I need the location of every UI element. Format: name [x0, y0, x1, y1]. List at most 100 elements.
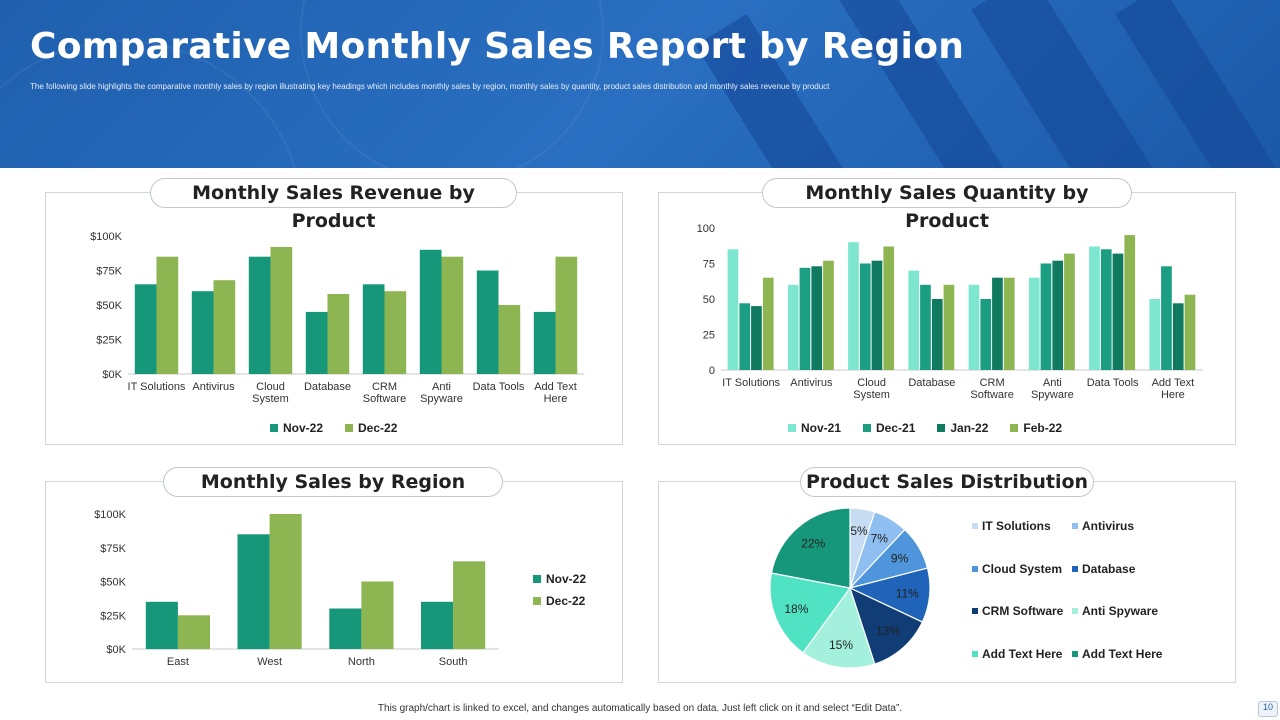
y-tick-label: $0K	[102, 369, 122, 381]
bar-nov-22-database[interactable]	[305, 311, 328, 374]
bar-nov-22-add-text-here[interactable]	[533, 311, 556, 374]
bar-nov-22-north[interactable]	[329, 608, 362, 650]
bar-nov-21-antivirus[interactable]	[787, 284, 799, 370]
legend-label: Jan-22	[950, 421, 989, 435]
x-tick-label-line: North	[348, 656, 375, 668]
legend-item[interactable]: Cloud System	[972, 562, 1062, 576]
bar-dec-21-add-text-here[interactable]	[1161, 266, 1172, 370]
legend-item[interactable]: Nov-21	[788, 421, 841, 435]
x-tick-label: Anti Spyware	[420, 381, 463, 405]
bar-dec-22-add-text-here[interactable]	[555, 256, 578, 374]
bar-nov-22-crm-software[interactable]	[362, 284, 385, 374]
distribution-pie-chart[interactable]: 5%7%9% 11% 13% 15% 18% 22%	[762, 500, 938, 676]
pie-data-label: 22%	[801, 537, 825, 551]
footer-note: This graph/chart is linked to excel, and…	[377, 703, 903, 714]
legend-label: Cloud System	[982, 561, 1063, 576]
legend-swatch	[533, 597, 541, 605]
x-tick-label: IT Solutions	[128, 381, 186, 393]
legend-item[interactable]: Dec-22	[533, 594, 586, 608]
bar-feb-22-crm-software[interactable]	[1003, 277, 1015, 370]
bar-dec-22-antivirus[interactable]	[213, 280, 236, 374]
bar-nov-21-crm-software[interactable]	[968, 284, 980, 370]
legend-item[interactable]: CRM Software	[972, 604, 1063, 618]
bar-jan-22-it-solutions[interactable]	[751, 306, 762, 370]
bar-dec-21-it-solutions[interactable]	[739, 303, 751, 370]
bar-feb-22-cloud-system[interactable]	[883, 246, 895, 371]
bar-feb-22-antivirus[interactable]	[823, 260, 834, 370]
bar-nov-21-add-text-here[interactable]	[1149, 299, 1161, 370]
bar-nov-22-cloud-system[interactable]	[248, 256, 271, 374]
bar-nov-22-south[interactable]	[421, 601, 454, 650]
bar-nov-22-data-tools[interactable]	[476, 270, 499, 375]
bar-jan-22-cloud-system[interactable]	[871, 260, 883, 370]
bar-feb-22-anti-spyware[interactable]	[1064, 253, 1075, 370]
legend-item[interactable]: Nov-22	[533, 572, 586, 586]
pie-slice-anti-spyware[interactable]	[802, 586, 876, 669]
legend-swatch	[972, 565, 978, 572]
bar-jan-22-database[interactable]	[931, 299, 943, 370]
bar-nov-22-west[interactable]	[237, 534, 270, 650]
bar-jan-22-add-text-here[interactable]	[1172, 303, 1184, 370]
bar-nov-22-anti-spyware[interactable]	[419, 249, 442, 374]
bar-nov-21-data-tools[interactable]	[1089, 246, 1100, 371]
pie-slice-add-text-here[interactable]	[770, 507, 851, 589]
bar-dec-22-database[interactable]	[327, 294, 350, 374]
bar-dec-22-south[interactable]	[453, 561, 486, 650]
bar-nov-21-cloud-system[interactable]	[848, 242, 859, 370]
legend-swatch	[533, 575, 541, 583]
legend-item[interactable]: Antivirus	[1072, 519, 1134, 533]
region-legend: Nov-22 Dec-22	[533, 572, 586, 616]
bar-nov-21-anti-spyware[interactable]	[1028, 277, 1040, 370]
bar-feb-22-add-text-here[interactable]	[1184, 294, 1196, 370]
bar-dec-22-west[interactable]	[269, 514, 302, 649]
bar-jan-22-crm-software[interactable]	[992, 277, 1003, 370]
bar-dec-22-anti-spyware[interactable]	[441, 256, 464, 374]
pie-data-label: 9%	[891, 552, 909, 566]
bar-nov-22-east[interactable]	[145, 601, 178, 650]
bar-dec-21-cloud-system[interactable]	[859, 263, 871, 371]
legend-item[interactable]: Add Text Here	[972, 647, 1062, 661]
bar-dec-22-crm-software[interactable]	[384, 291, 407, 374]
bar-jan-22-data-tools[interactable]	[1112, 253, 1124, 370]
revenue-chart[interactable]: $0K $25K $50K $75K $100K IT Solutions Antiviru…	[46, 210, 620, 410]
bar-dec-21-data-tools[interactable]	[1100, 249, 1112, 370]
bar-dec-22-east[interactable]	[177, 615, 210, 650]
legend-item[interactable]: Anti Spyware	[1072, 604, 1158, 618]
bar-dec-21-anti-spyware[interactable]	[1040, 263, 1052, 371]
pie-slice-add-text-here[interactable]	[769, 572, 852, 654]
bar-jan-22-anti-spyware[interactable]	[1052, 260, 1064, 370]
pie-slice-crm-software[interactable]	[849, 586, 924, 665]
legend-item[interactable]: Feb-22	[1010, 421, 1062, 435]
bar-nov-21-it-solutions[interactable]	[727, 249, 739, 370]
x-tick-label-line: Anti	[1043, 377, 1062, 389]
legend-label: Dec-22	[358, 421, 398, 435]
legend-item[interactable]: IT Solutions	[972, 519, 1051, 533]
quantity-chart[interactable]: 0 25 50 75 100 IT Solutions Antivirus Cloud Syst…	[659, 210, 1233, 410]
bar-feb-22-data-tools[interactable]	[1124, 235, 1136, 370]
legend-item[interactable]: Dec-22	[345, 421, 397, 435]
x-tick-label-line: Software	[363, 393, 406, 405]
x-tick-label: West	[257, 656, 282, 668]
bar-dec-21-database[interactable]	[920, 284, 931, 370]
bar-dec-22-it-solutions[interactable]	[156, 256, 179, 374]
bar-dec-22-data-tools[interactable]	[498, 305, 521, 374]
bar-dec-22-cloud-system[interactable]	[270, 247, 293, 374]
legend-item[interactable]: Database	[1072, 562, 1135, 576]
bar-jan-22-antivirus[interactable]	[811, 266, 823, 370]
bar-nov-22-it-solutions[interactable]	[134, 284, 157, 374]
legend-item[interactable]: Dec-21	[863, 421, 915, 435]
legend-swatch	[972, 608, 978, 614]
region-chart[interactable]: $0K $25K $50K $75K $100K East West North South	[46, 498, 620, 678]
x-tick-label-line: Data Tools	[1087, 377, 1139, 389]
bar-nov-21-database[interactable]	[908, 270, 920, 370]
bar-dec-21-crm-software[interactable]	[980, 299, 992, 370]
bar-feb-22-it-solutions[interactable]	[762, 277, 774, 370]
x-tick-label-line: Cloud	[857, 377, 886, 389]
legend-item[interactable]: Jan-22	[937, 421, 988, 435]
bar-dec-22-north[interactable]	[361, 581, 394, 650]
bar-dec-21-antivirus[interactable]	[799, 267, 811, 370]
bar-feb-22-database[interactable]	[943, 284, 955, 370]
legend-item[interactable]: Nov-22	[270, 421, 323, 435]
bar-nov-22-antivirus[interactable]	[191, 291, 214, 374]
legend-item[interactable]: Add Text Here	[1072, 647, 1162, 661]
